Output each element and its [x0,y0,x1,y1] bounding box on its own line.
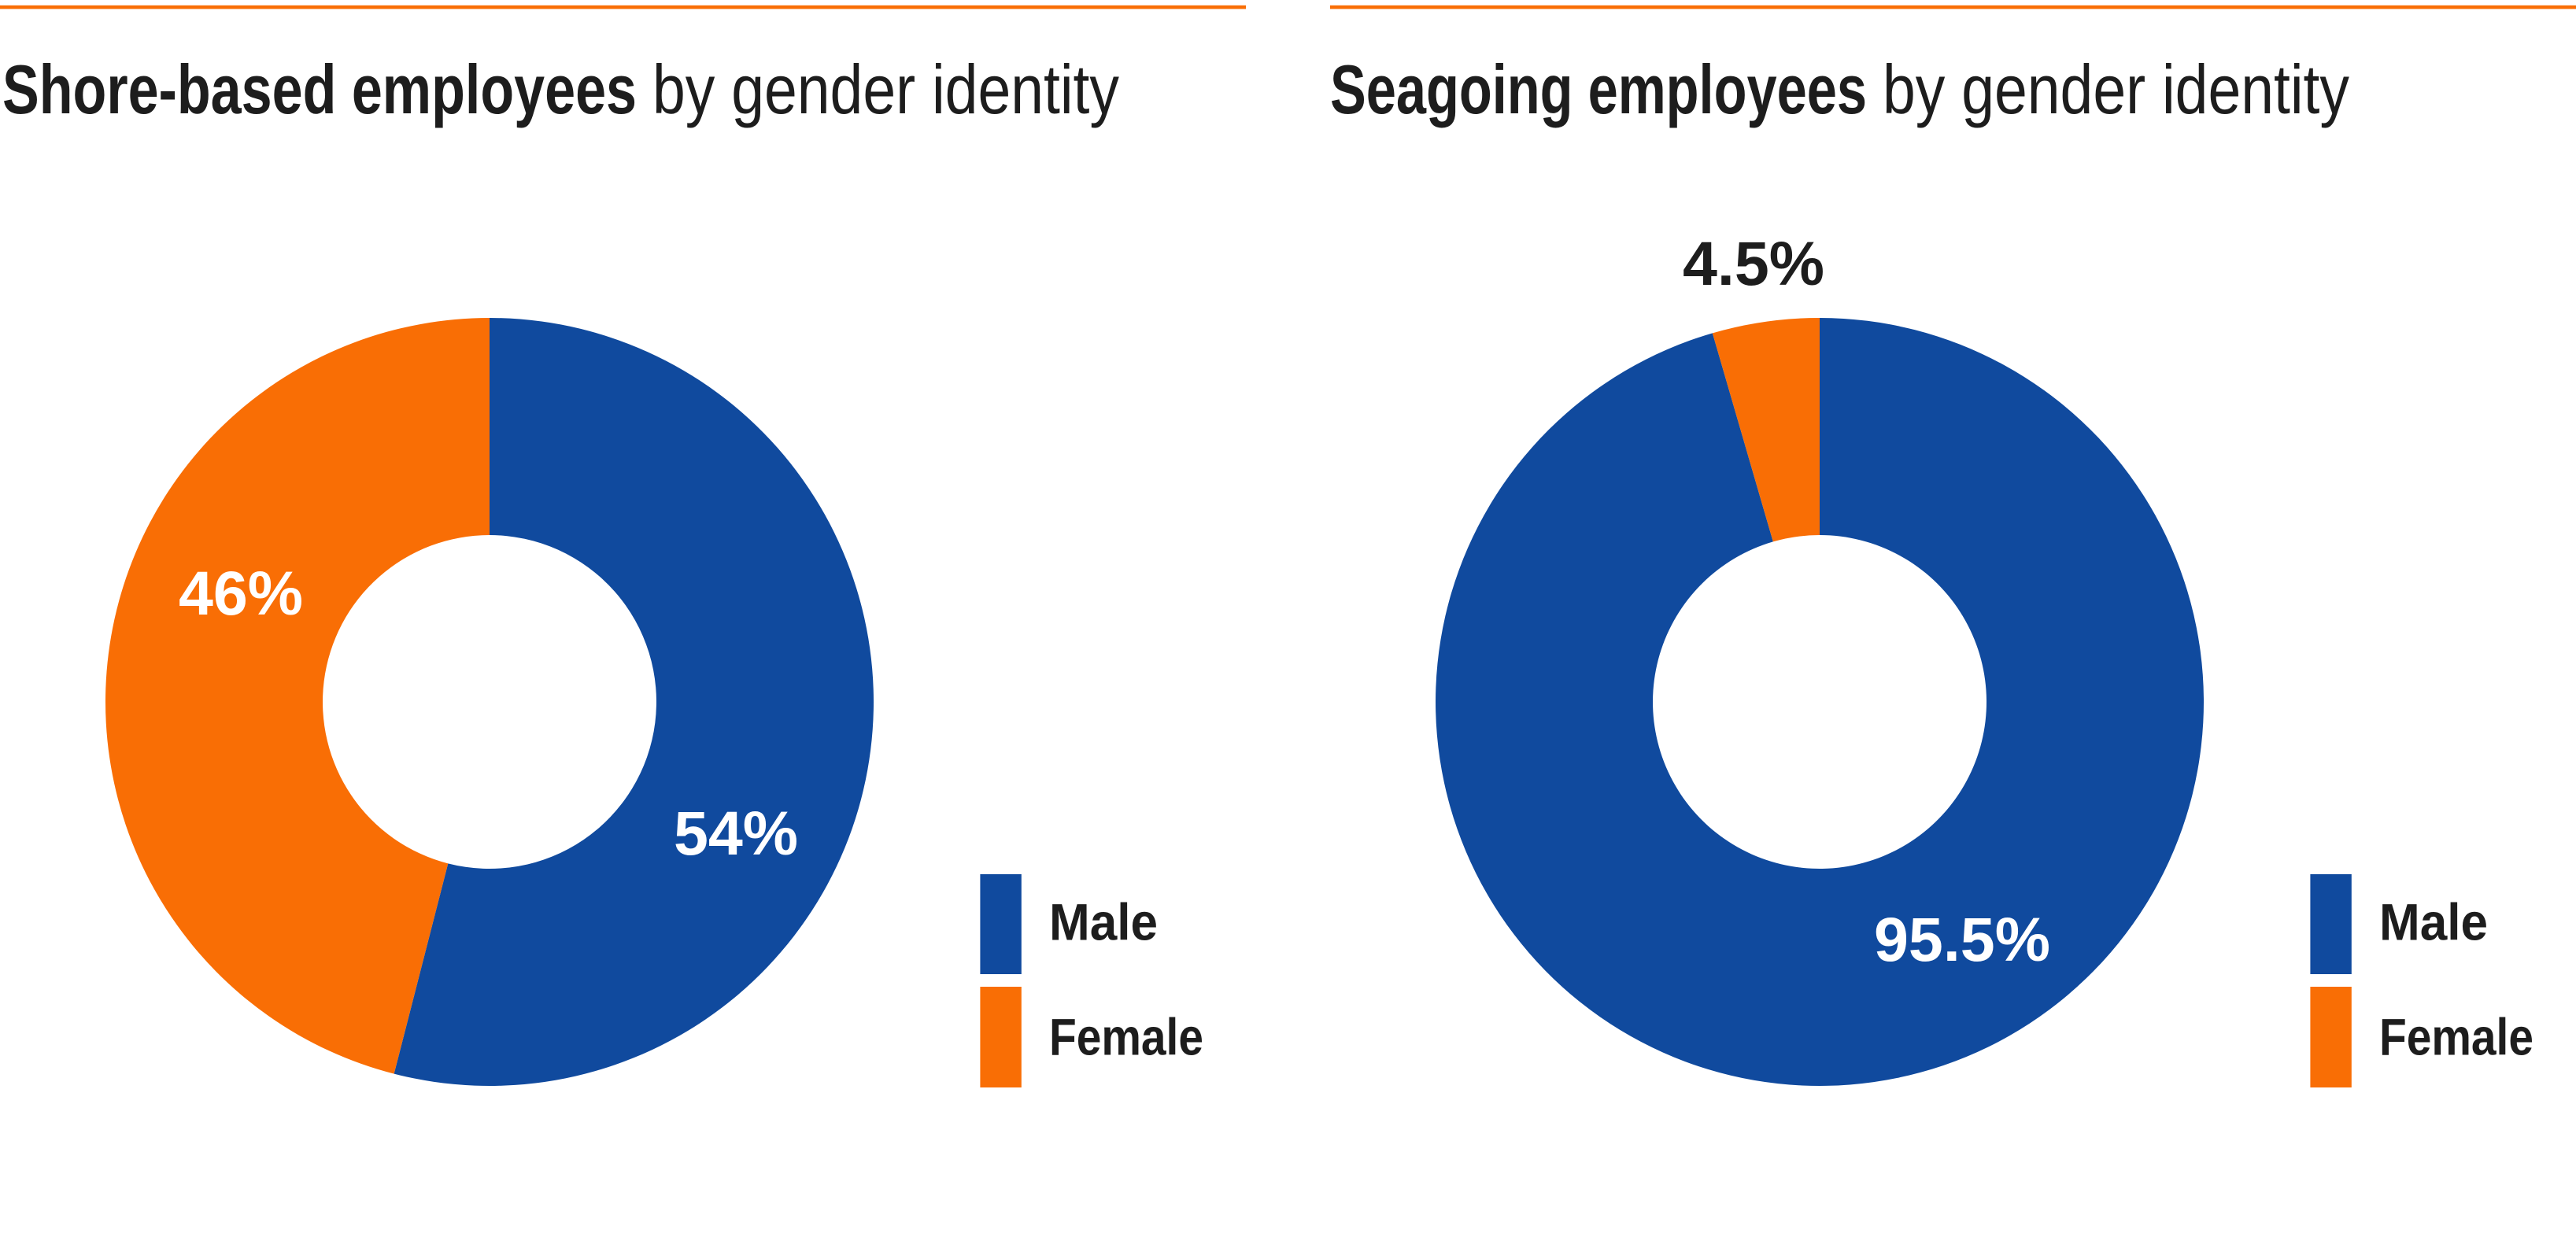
svg-text:Male: Male [1049,893,1158,951]
svg-text:Seagoing employees: Seagoing employees [1330,50,1867,128]
svg-text:54%: 54% [674,798,798,868]
svg-text:Female: Female [1049,1008,1203,1066]
svg-text:4.5%: 4.5% [1683,228,1824,298]
svg-text:by gender identity: by gender identity [652,50,1119,128]
svg-text:46%: 46% [179,558,303,628]
svg-text:Male: Male [2379,893,2488,951]
svg-text:Female: Female [2379,1008,2533,1066]
svg-text:Shore-based employees: Shore-based employees [2,50,637,128]
svg-text:95.5%: 95.5% [1874,904,2050,974]
svg-text:by gender identity: by gender identity [1883,50,2349,128]
